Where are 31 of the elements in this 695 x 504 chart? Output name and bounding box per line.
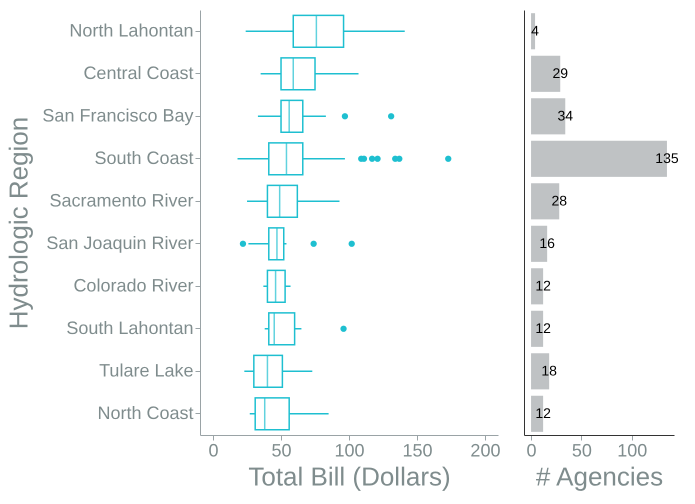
y-tick-label: Tulare Lake: [99, 360, 194, 380]
x-axis-title: Total Bill (Dollars): [248, 462, 451, 492]
data-label: 18: [541, 362, 558, 378]
x-tick-label: 100: [617, 440, 648, 460]
data-label: 12: [535, 320, 552, 336]
data-label: 12: [535, 404, 552, 421]
x-tick-label: 100: [334, 440, 365, 460]
y-tick-label: North Coast: [97, 402, 194, 423]
y-tick-label: Sacramento River: [49, 190, 194, 210]
y-tick-label: North Lahontan: [69, 20, 194, 40]
data-label: 28: [551, 192, 568, 208]
x-axis-title: # Agencies: [536, 462, 664, 492]
y-tick-label: San Francisco Bay: [42, 105, 194, 126]
y-tick-label: South Coast: [94, 148, 194, 168]
y-tick-label: Central Coast: [83, 62, 194, 83]
data-label: 4: [531, 22, 540, 38]
x-tick-label: 150: [402, 440, 432, 460]
data-label: 12: [535, 277, 552, 294]
data-label: 34: [557, 107, 574, 124]
x-tick-label: 50: [272, 440, 292, 460]
data-label: 135: [655, 150, 679, 166]
x-tick-label: 200: [470, 440, 500, 460]
data-label: 16: [539, 234, 556, 251]
x-tick-label: 0: [526, 440, 537, 460]
y-tick-label: San Joaquin River: [46, 232, 194, 253]
y-tick-label: South Lahontan: [66, 318, 194, 338]
data-label: 29: [552, 64, 568, 81]
x-tick-label: 0: [208, 440, 219, 460]
y-tick-label: Colorado River: [73, 275, 194, 296]
x-tick-label: 50: [572, 440, 592, 460]
y-axis-title: Hydrologic Region: [3, 116, 34, 330]
